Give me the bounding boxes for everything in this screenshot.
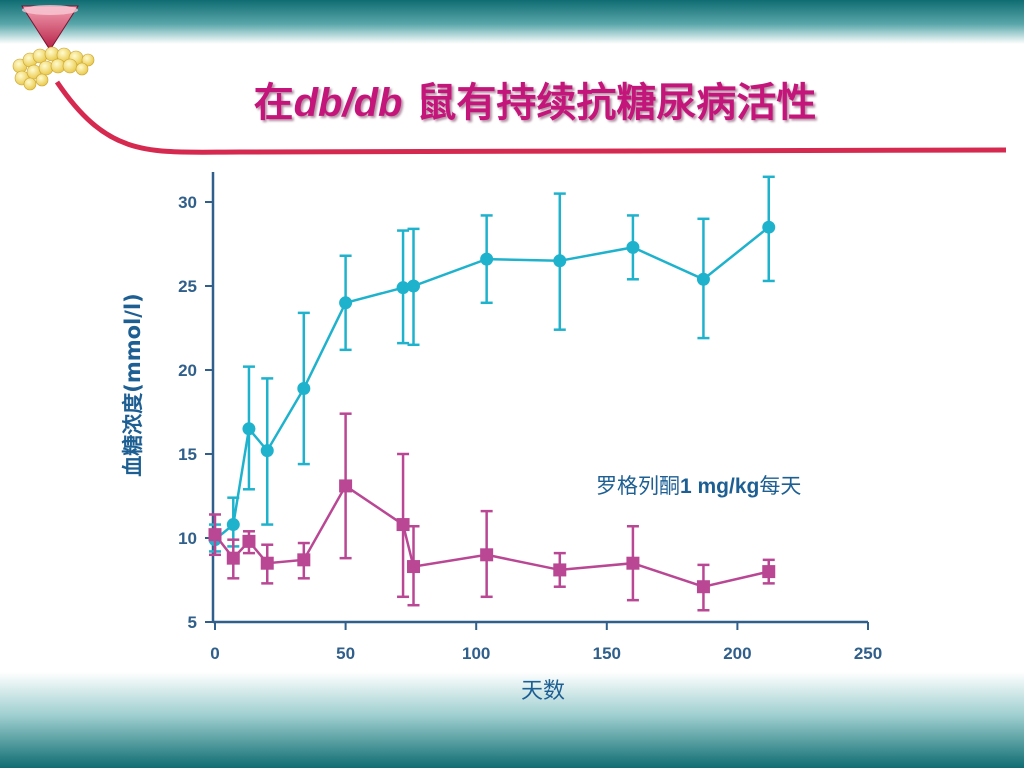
data-point [396,281,410,295]
data-point [226,551,240,565]
data-point [242,534,256,548]
data-point [297,553,311,567]
data-point [626,556,640,570]
top-banner [0,0,1024,44]
series-group [208,175,776,612]
data-point [407,560,421,574]
data-point [226,518,240,532]
x-tick-label: 100 [462,644,490,663]
tick-group: 5 10 15 20 25 30 0 50 100 150 200 250 [178,193,882,663]
y-tick-label: 20 [178,361,197,380]
slide-title: 在db/db 鼠有持续抗糖尿病活性 [0,70,1024,128]
data-point [242,422,256,436]
series-line [214,484,770,589]
data-point [696,272,710,286]
x-tick-label: 50 [336,644,355,663]
y-tick-label: 30 [178,193,197,212]
data-point [696,580,710,594]
data-point [480,252,494,266]
title-prefix: 在 [253,80,294,126]
y-tick-label: 5 [188,613,197,632]
y-tick-label: 25 [178,277,197,296]
red-swoosh-line [54,80,1007,155]
x-tick-label: 150 [593,644,621,663]
data-point [762,565,776,579]
data-point [396,518,410,532]
pancreas-logo-icon [12,5,95,91]
title-suffix: 鼠有持续抗糖尿病活性 [402,80,817,126]
data-point [260,444,274,458]
bottom-banner [0,672,1024,768]
data-point [297,381,311,395]
x-tick-label: 200 [723,644,751,663]
chart-axes [211,172,868,624]
annotation-prefix: 罗格列酮 [596,474,680,498]
annotation-dose: 1 mg/kg [680,475,759,498]
x-tick-label: 250 [854,644,882,663]
data-point [626,240,640,254]
y-tick-label: 10 [178,529,197,548]
data-point [762,220,776,234]
data-point [553,563,567,577]
x-tick-label: 0 [210,644,219,663]
data-point [208,528,222,542]
data-point [480,548,494,562]
dose-annotation: 罗格列酮1 mg/kg每天 [596,474,801,498]
data-point [407,279,421,293]
data-point [339,479,353,493]
data-point [553,254,567,268]
annotation-suffix: 每天 [759,474,801,498]
y-tick-label: 15 [178,445,197,464]
series-2 [208,412,776,612]
data-point [260,556,274,570]
x-axis-label: 天数 [521,679,565,704]
data-point [339,296,353,310]
y-axis-label: 血糖浓度(mmol/l) [121,293,145,476]
title-italic: db/db [293,81,403,125]
